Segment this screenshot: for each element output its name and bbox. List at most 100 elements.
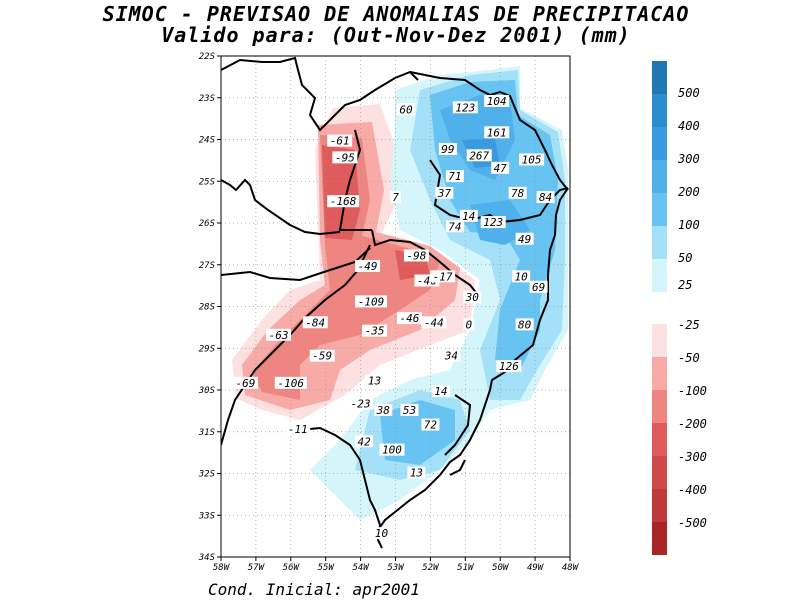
lat-label: 23S [199, 94, 216, 104]
value-label: -84 [305, 316, 325, 329]
value-label-bg [362, 324, 388, 337]
value-label-bg [480, 216, 506, 229]
boundary-line [338, 129, 372, 231]
boundary-line [221, 56, 419, 132]
value-label-bg [396, 103, 415, 116]
value-label-bg [508, 186, 527, 199]
lon-label: 54W [352, 563, 370, 573]
value-label: -59 [312, 350, 332, 363]
legend-swatch-negative [652, 456, 667, 489]
legend-label: -300 [678, 450, 707, 464]
value-label-bg [355, 259, 381, 272]
value-label: 74 [448, 220, 461, 233]
value-label-bg [421, 418, 440, 431]
boundary-line [221, 178, 341, 236]
legend-label: -25 [678, 318, 700, 332]
lat-label: 22S [199, 52, 216, 62]
value-label-bg [445, 220, 464, 233]
value-label-bg [463, 291, 482, 304]
lon-label: 55W [318, 563, 336, 573]
lat-label: 32S [198, 470, 216, 480]
legend-label: 200 [678, 185, 700, 199]
legend-label: 100 [678, 218, 700, 232]
value-label: 78 [511, 187, 525, 200]
legend-swatch-negative [652, 324, 667, 357]
value-label-bg [355, 435, 374, 448]
value-label: 13 [410, 467, 423, 480]
legend-swatch-negative [652, 489, 667, 522]
chart-title: SIMOC - PREVISAO DE ANOMALIAS DE PRECIPI… [102, 2, 690, 26]
value-label: -17 [433, 270, 453, 283]
value-label-bg [400, 403, 419, 416]
value-label: 30 [465, 291, 480, 304]
value-label: 0 [465, 318, 472, 331]
value-label: 13 [368, 375, 381, 388]
value-label-bg [435, 186, 454, 199]
boundary-line [444, 394, 472, 456]
value-label: -98 [407, 249, 427, 262]
legend-label: 500 [678, 86, 700, 100]
value-label-bg [438, 143, 457, 156]
value-label: 37 [437, 187, 452, 200]
value-label: 267 [469, 149, 489, 162]
lat-label: 29S [199, 344, 216, 354]
value-label: 7 [392, 191, 399, 204]
lat-label: 33S [198, 511, 216, 521]
value-label-bg [515, 318, 534, 331]
value-label: 126 [499, 360, 519, 373]
lat-label: 27S [199, 261, 216, 271]
value-label-bg [332, 151, 358, 164]
value-label: 69 [532, 281, 545, 294]
longitude-labels: 58W 57W 56W 55W 54W 53W 52W 51W 50W 49W 48W [213, 557, 580, 573]
negative-region-100 [252, 135, 440, 400]
boundary-line [221, 244, 371, 446]
political-boundaries [221, 56, 569, 549]
value-label-bg [496, 360, 522, 373]
value-label: 14 [462, 210, 475, 223]
value-label: -35 [365, 325, 385, 338]
legend-label: -50 [678, 351, 700, 365]
value-label-bg [403, 249, 429, 262]
lon-label: 50W [492, 563, 510, 573]
value-label: 123 [483, 216, 503, 229]
value-label-bg [302, 316, 328, 329]
value-label-bg [512, 270, 531, 283]
value-label-bg [463, 318, 475, 331]
value-label: -11 [288, 423, 308, 436]
value-label-bg [515, 232, 534, 245]
lon-label: 48W [562, 563, 580, 573]
lon-label: 49W [527, 563, 545, 573]
lat-label: 25S [199, 177, 216, 187]
legend-swatch-negative [652, 423, 667, 456]
value-label-bg [379, 443, 405, 456]
value-label: -69 [235, 377, 255, 390]
value-label: 161 [487, 126, 507, 139]
legend-label: -500 [678, 516, 707, 530]
value-label-bg [430, 270, 456, 283]
legend-swatch-negative [652, 522, 667, 555]
value-label: 104 [487, 95, 507, 108]
value-label-bg [365, 374, 384, 387]
value-label: 47 [494, 162, 508, 175]
value-label-bg [285, 422, 311, 435]
value-label: -95 [335, 151, 355, 164]
color-legend: 500 400 300 200 100 50 25 -25 -50 -100 -200 -300 -40… [652, 61, 707, 555]
value-label: -44 [424, 316, 444, 329]
legend-label: 300 [677, 152, 700, 166]
value-label-bg [484, 95, 510, 108]
legend-label: 25 [678, 278, 692, 292]
value-label-bg [374, 403, 393, 416]
legend-label: 50 [678, 251, 692, 265]
chart-subtitle: Valido para: (Out-Nov-Dez 2001) (mm) [161, 23, 631, 47]
value-label-bg [519, 153, 545, 166]
latitude-labels: 22S 23S 24S 25S 26S 27S 28S 29S 30S 31S 32S 33S 34S [198, 52, 221, 563]
lat-label: 24S [199, 136, 216, 146]
lon-label: 51W [457, 563, 475, 573]
value-label: 10 [375, 527, 389, 540]
legend-swatch-positive [652, 94, 667, 127]
value-label-bg [348, 397, 374, 410]
boundary-line [409, 71, 569, 191]
lat-label: 34S [198, 553, 216, 563]
value-label-bg [372, 527, 391, 540]
legend-swatch-positive [652, 193, 667, 226]
